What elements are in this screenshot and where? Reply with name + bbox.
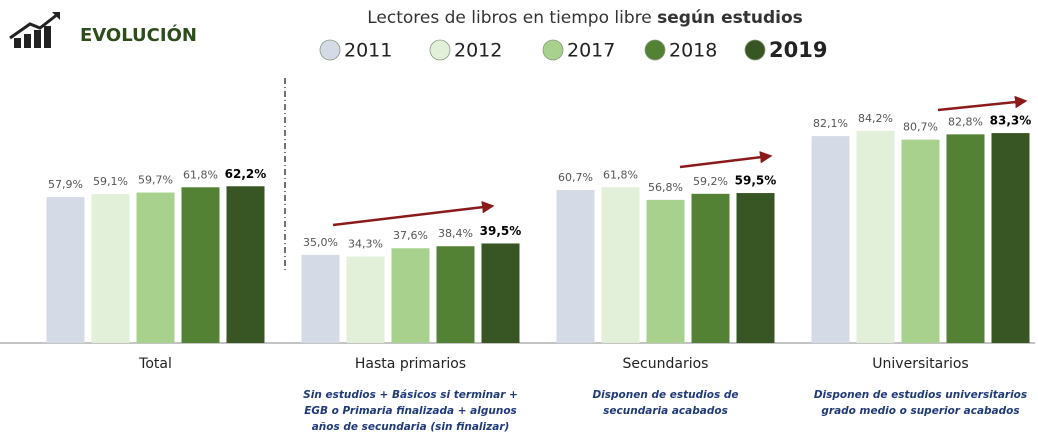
- value-label: 39,5%: [480, 224, 522, 238]
- legend-label: 2012: [454, 40, 502, 62]
- category-note: años de secundaria (sin finalizar): [312, 421, 510, 433]
- bar: [601, 187, 640, 343]
- legend-swatch: [319, 39, 341, 61]
- bar: [736, 193, 775, 343]
- header: EVOLUCIÓN: [80, 24, 197, 46]
- x-tick-label: Universitarios: [872, 356, 968, 372]
- bar: [181, 187, 220, 343]
- value-label: 80,7%: [903, 121, 938, 134]
- value-label: 38,4%: [438, 227, 473, 240]
- value-label: 59,7%: [138, 174, 173, 187]
- title: Lectores de libros en tiempo libre: [367, 8, 652, 28]
- value-label: 61,8%: [603, 168, 638, 181]
- trend-arrows: [332, 95, 1028, 227]
- legend-label: 2011: [344, 40, 392, 62]
- bar: [646, 199, 685, 343]
- value-label: 34,3%: [348, 238, 383, 251]
- legend-swatch: [644, 39, 666, 61]
- value-label: 59,5%: [735, 174, 777, 188]
- value-label: 56,8%: [648, 181, 683, 194]
- value-label: 82,1%: [813, 117, 848, 130]
- bar: [346, 256, 385, 343]
- value-label: 61,8%: [183, 168, 218, 181]
- category-note: Disponen de estudios de: [592, 389, 738, 401]
- category-note: Disponen de estudios universitarios: [814, 389, 1027, 401]
- value-label: 62,2%: [225, 167, 267, 181]
- bar: [481, 243, 520, 343]
- bar: [46, 197, 85, 343]
- value-label: 37,6%: [393, 229, 428, 242]
- bar: [91, 194, 130, 343]
- legend-swatch: [744, 39, 766, 61]
- category-note: secundaria acabados: [603, 405, 728, 417]
- bar: [946, 134, 985, 343]
- bar: [556, 190, 595, 343]
- bar: [226, 186, 265, 343]
- category-note: grado medio o superior acabados: [821, 405, 1019, 417]
- x-tick-label: Secundarios: [623, 356, 709, 372]
- bar: [991, 133, 1030, 343]
- x-tick-label: Hasta primarios: [355, 356, 466, 372]
- value-label: 82,8%: [948, 115, 983, 128]
- header-icon: [9, 12, 60, 48]
- bar: [856, 130, 895, 343]
- value-label: 35,0%: [303, 236, 338, 249]
- value-label: 57,9%: [48, 178, 83, 191]
- bar: [301, 254, 340, 343]
- legend-swatch: [542, 39, 564, 61]
- bar: [136, 192, 175, 343]
- legend-label: 2018: [669, 40, 717, 62]
- bar: [391, 248, 430, 343]
- value-label: 84,2%: [858, 112, 893, 125]
- bar: [691, 193, 730, 343]
- category-note: Sin estudios + Básicos si terminar +: [303, 389, 518, 401]
- title-bold: según estudios: [657, 8, 803, 28]
- legend-swatch: [429, 39, 451, 61]
- value-label: 59,1%: [93, 175, 128, 188]
- bar: [901, 139, 940, 343]
- bar: [811, 136, 850, 343]
- legend-label: 2017: [567, 40, 615, 62]
- value-label: 60,7%: [558, 171, 593, 184]
- chart-title: Lectores de libros en tiempo libre según…: [367, 8, 803, 28]
- value-label: 83,3%: [990, 114, 1032, 128]
- x-tick-label: Total: [138, 356, 172, 372]
- value-label: 59,2%: [693, 175, 728, 188]
- bar: [436, 246, 475, 343]
- legend-label: 2019: [769, 38, 827, 62]
- category-note: EGB o Primaria finalizada + algunos: [304, 405, 517, 417]
